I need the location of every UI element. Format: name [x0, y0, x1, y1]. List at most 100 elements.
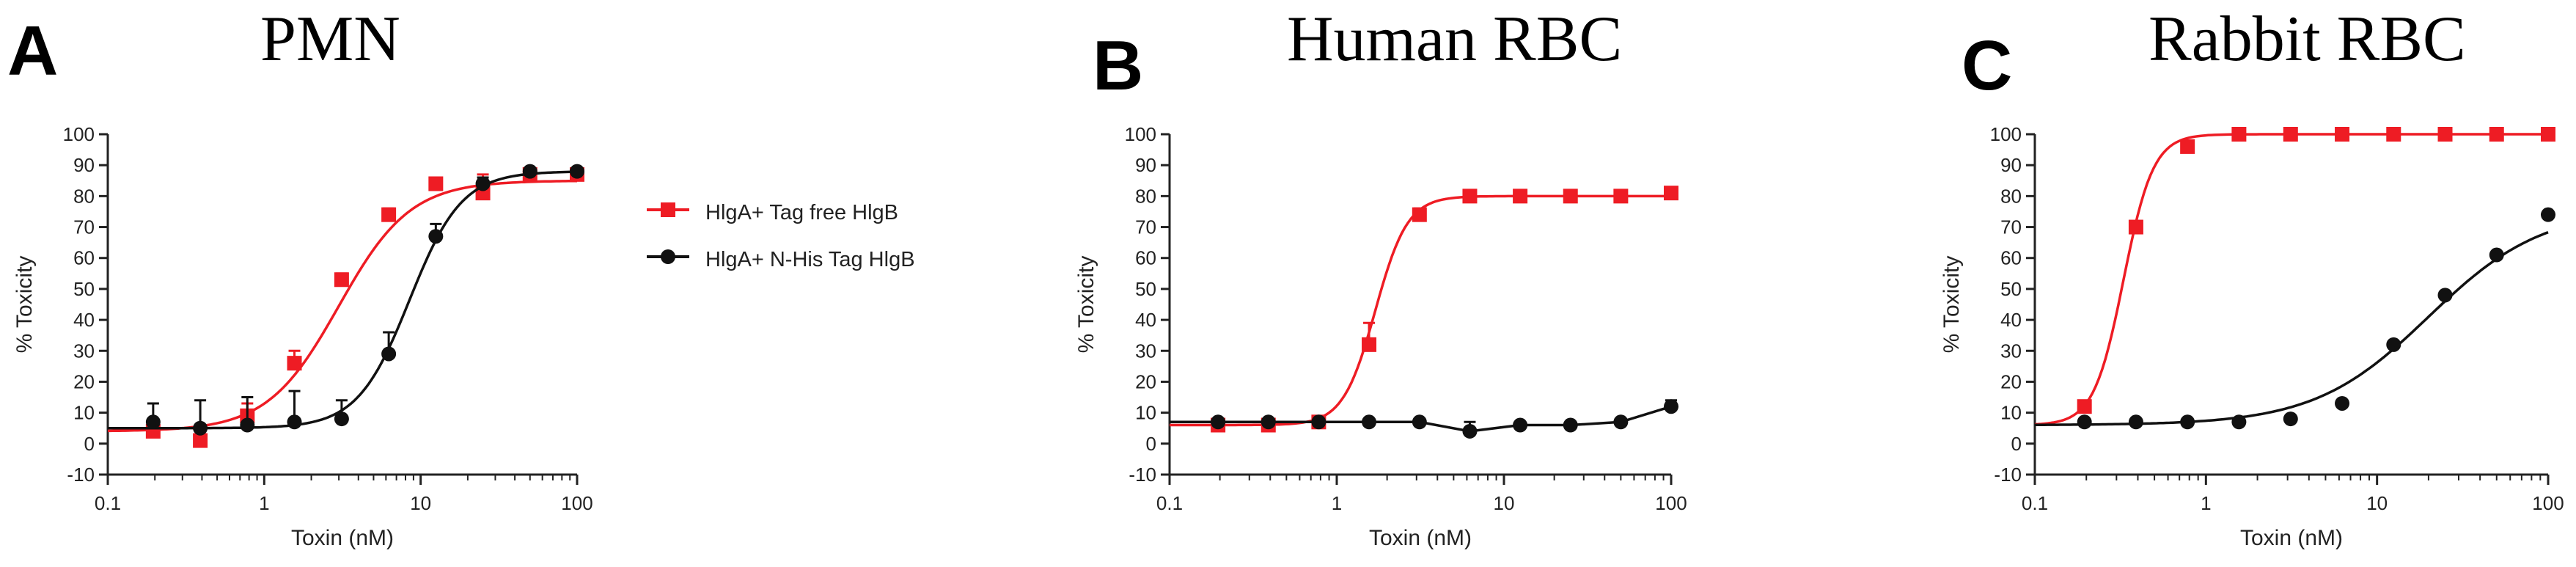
y-tick-label: -10 — [1994, 464, 2022, 486]
y-tick-label: 40 — [2000, 309, 2022, 331]
data-point-circle — [1563, 417, 1578, 433]
data-point-square — [193, 433, 208, 448]
data-point-square — [2541, 127, 2555, 142]
data-point-circle — [240, 417, 255, 433]
data-point-square — [1513, 189, 1528, 204]
data-point-circle — [287, 414, 302, 430]
y-tick-label: 10 — [2000, 402, 2022, 424]
y-tick-label: 30 — [73, 340, 95, 362]
y-axis-label: % Toxicity — [12, 256, 37, 354]
data-point-circle — [1513, 417, 1528, 433]
fit-curve — [2035, 231, 2549, 426]
x-tick-label: 10 — [1494, 492, 1515, 514]
y-tick-label: 90 — [73, 154, 95, 176]
x-tick-label: 0.1 — [1156, 492, 1183, 514]
x-tick-label: 100 — [1655, 492, 1687, 514]
legend: HlgA+ Tag free HlgB HlgA+ N-His Tag HlgB — [645, 192, 997, 286]
x-tick-label: 1 — [1332, 492, 1342, 514]
legend-label: HlgA+ N-His Tag HlgB — [705, 248, 915, 271]
data-point-square — [334, 272, 349, 288]
x-tick-label: 100 — [561, 492, 592, 514]
y-tick-label: 70 — [73, 216, 95, 238]
x-tick-label: 10 — [2366, 492, 2388, 514]
x-tick-label: 1 — [259, 492, 269, 514]
y-tick-label: 0 — [1146, 433, 1156, 455]
y-tick-label: 80 — [73, 185, 95, 207]
y-tick-label: 100 — [1990, 123, 2022, 145]
y-tick-label: 60 — [73, 247, 95, 269]
data-point-circle — [1664, 399, 1678, 414]
x-tick-label: 10 — [410, 492, 431, 514]
y-tick-label: 100 — [63, 123, 95, 145]
data-point-circle — [475, 176, 491, 191]
fit-curve — [1170, 194, 1671, 427]
y-tick-label: 100 — [1125, 123, 1156, 145]
y-tick-label: 20 — [1135, 370, 1156, 392]
data-point-circle — [1362, 414, 1377, 430]
data-point-circle — [2128, 414, 2143, 430]
data-point-circle — [2437, 288, 2453, 303]
chart-rabbit-rbc: -10 0 10 20 30 40 50 60 70 80 90 100 0.1 1 10 100 Toxin … — [1940, 123, 2564, 550]
chart-human-rbc: -10 0 10 20 30 40 50 60 70 80 90 100 0.1 1 10 100 Toxin … — [1074, 123, 1687, 550]
data-point-circle — [1462, 423, 1478, 439]
panel-letter: A — [7, 12, 59, 90]
data-point-square — [2180, 139, 2195, 154]
data-point-circle — [334, 411, 349, 427]
chart-pmn: -10 0 10 20 30 40 50 60 70 80 90 100 0.1 1 10 100 Toxin … — [12, 123, 593, 550]
data-point-square — [2335, 127, 2350, 142]
y-tick-label: 70 — [2000, 216, 2022, 238]
data-point-circle — [193, 420, 208, 436]
data-point-circle — [2077, 414, 2092, 430]
y-tick-label: 40 — [73, 309, 95, 331]
data-point-circle — [1211, 414, 1226, 430]
data-point-square — [1412, 207, 1427, 222]
panel-b: B Human RBC -10 0 10 20 30 40 50 60 70 80 90 100 0.1… — [865, 0, 1694, 567]
y-tick-label: 10 — [1135, 402, 1156, 424]
fit-curve — [108, 179, 577, 433]
x-axis-label: Toxin (nM) — [291, 526, 394, 550]
data-point-circle — [2335, 395, 2350, 411]
data-point-square — [1563, 189, 1578, 204]
data-point-square — [287, 356, 302, 371]
y-tick-label: 60 — [1135, 247, 1156, 269]
legend-swatch-black — [647, 249, 689, 264]
y-tick-label: 80 — [1135, 185, 1156, 207]
y-tick-label: 20 — [2000, 370, 2022, 392]
y-tick-label: 60 — [2000, 247, 2022, 269]
x-tick-label: 1 — [2201, 492, 2211, 514]
data-point-circle — [1412, 414, 1427, 430]
data-point-circle — [381, 346, 397, 362]
x-tick-label: 100 — [2532, 492, 2564, 514]
y-tick-label: 50 — [73, 278, 95, 300]
data-point-circle — [2541, 207, 2555, 222]
y-tick-label: 30 — [1135, 340, 1156, 362]
panel-letter: C — [1962, 26, 2013, 105]
y-tick-label: 20 — [73, 370, 95, 392]
data-point-circle — [1311, 414, 1326, 430]
x-tick-label: 0.1 — [95, 492, 121, 514]
x-tick-label: 0.1 — [2022, 492, 2048, 514]
legend-item-tag-free: HlgA+ Tag free HlgB — [645, 192, 997, 239]
y-axis-label: % Toxicity — [1940, 256, 1964, 354]
panel-title: Rabbit RBC — [2148, 4, 2466, 75]
x-axis-label: Toxin (nM) — [2240, 526, 2343, 550]
data-point-square — [1362, 337, 1377, 352]
data-point-square — [381, 207, 397, 222]
y-tick-label: 10 — [73, 402, 95, 424]
data-point-square — [428, 176, 444, 191]
legend-swatch-red — [647, 202, 689, 217]
data-point-circle — [2180, 414, 2195, 430]
data-point-circle — [2283, 411, 2298, 427]
panel-title: PMN — [260, 4, 400, 75]
data-point-square — [1664, 186, 1678, 201]
legend-label: HlgA+ Tag free HlgB — [705, 201, 899, 224]
data-point-circle — [2386, 337, 2401, 352]
y-tick-label: 80 — [2000, 185, 2022, 207]
data-point-square — [2489, 127, 2504, 142]
data-point-square — [2437, 127, 2453, 142]
data-point-circle — [1613, 414, 1629, 430]
y-tick-label: -10 — [1129, 464, 1156, 486]
legend-item-his-tag: HlgA+ N-His Tag HlgB — [645, 239, 997, 286]
y-tick-label: 50 — [1135, 278, 1156, 300]
y-tick-label: 0 — [84, 433, 95, 455]
